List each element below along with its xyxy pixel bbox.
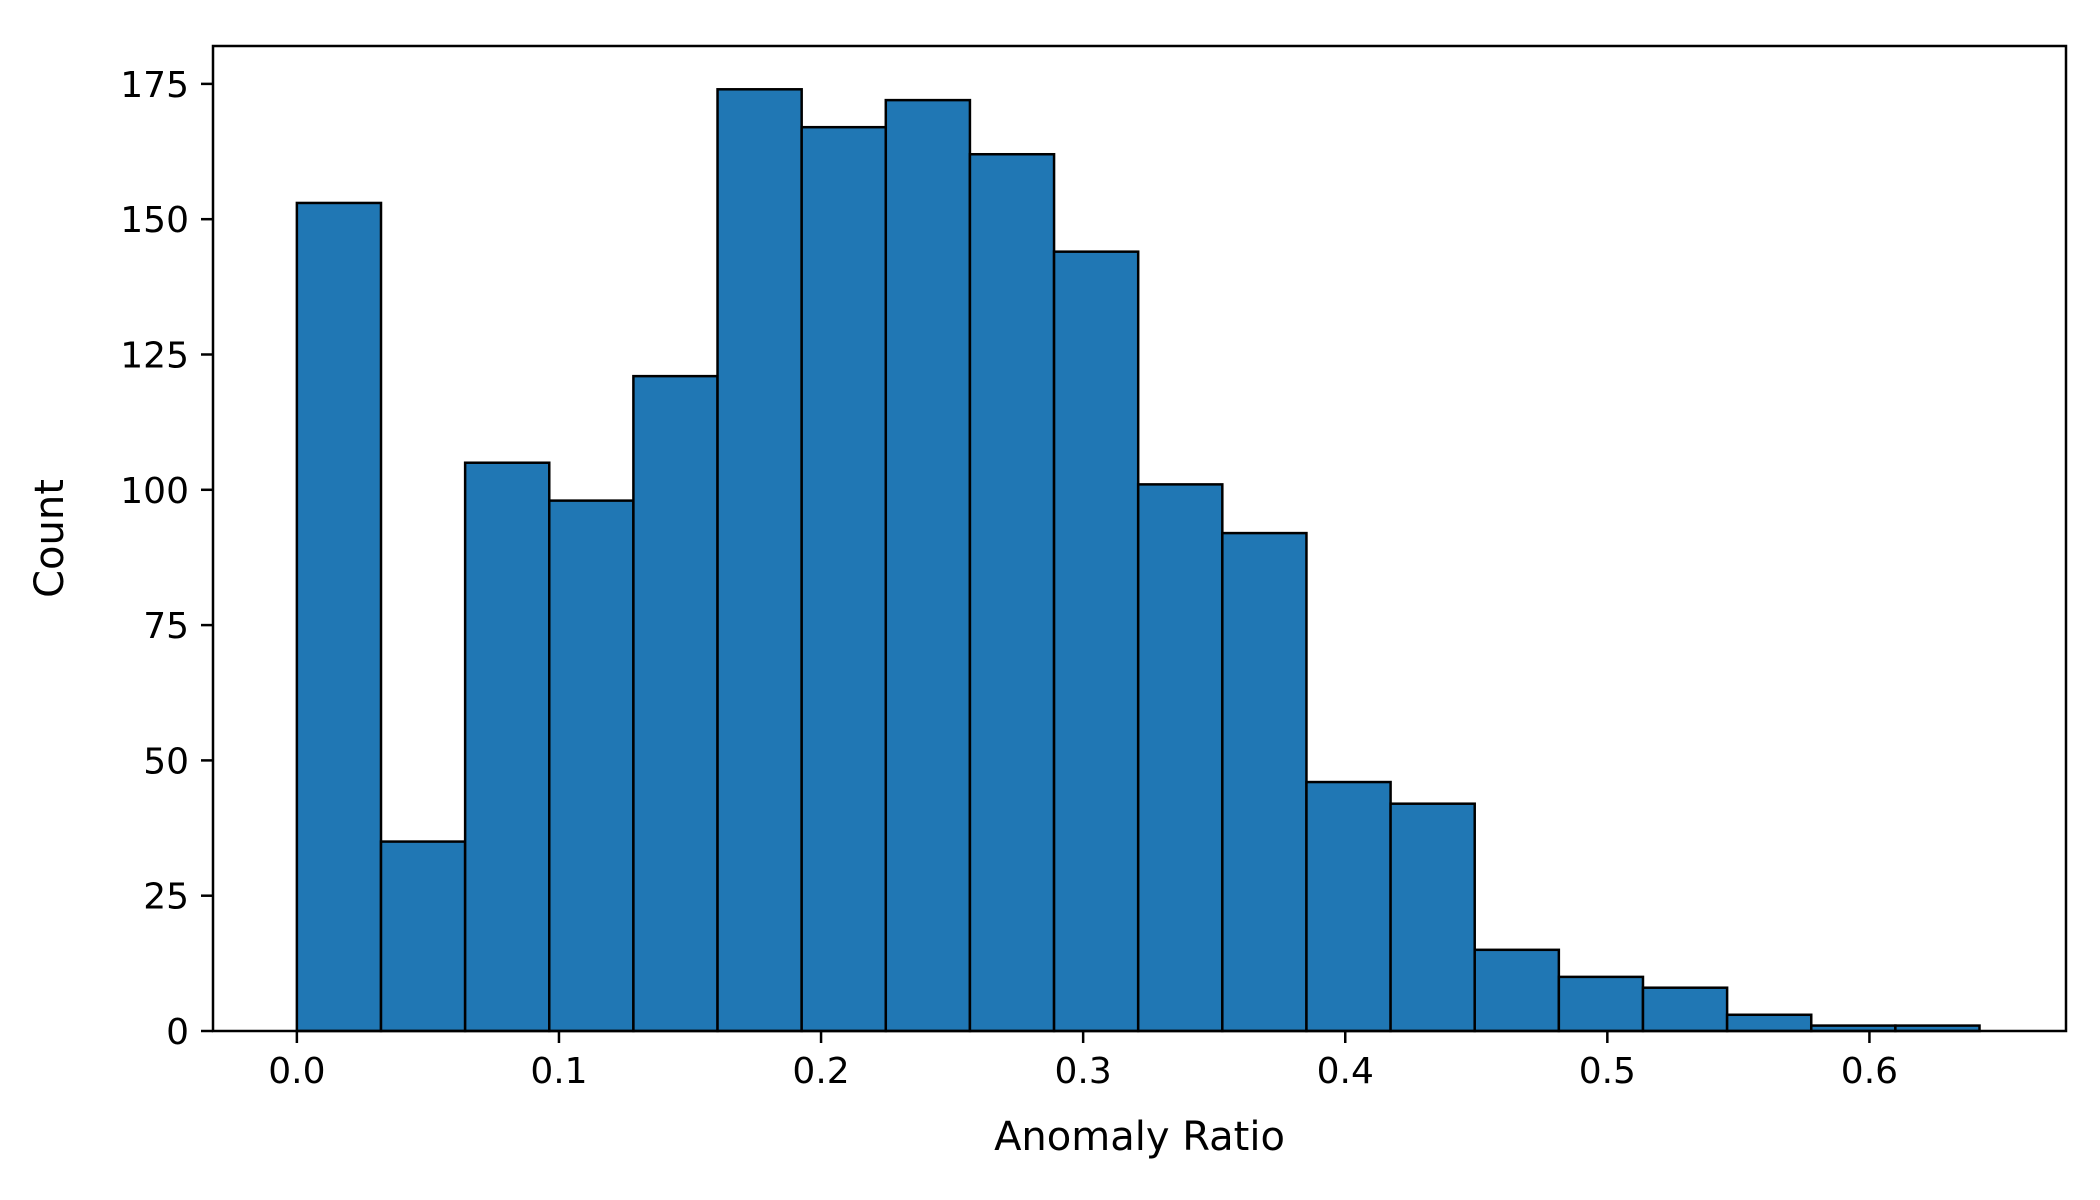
histogram-bar <box>1136 483 1224 1033</box>
histogram-bar <box>379 840 467 1033</box>
histogram-bar <box>716 88 803 1033</box>
x-tick-label: 0.0 <box>268 1051 325 1092</box>
histogram-bar <box>1221 531 1308 1033</box>
x-axis-label: Anomaly Ratio <box>994 1114 1285 1160</box>
histogram-bar <box>1305 780 1392 1033</box>
x-tick-label: 0.2 <box>792 1051 849 1092</box>
y-axis-label: Count <box>27 479 73 598</box>
x-tick-label: 0.4 <box>1317 1051 1374 1092</box>
x-tick-label: 0.6 <box>1841 1051 1898 1092</box>
histogram-bar <box>548 499 635 1033</box>
x-axis-ticks: 0.0 0.1 0.2 0.3 0.4 0.5 0.6 <box>268 1031 1898 1092</box>
histogram-bar <box>1473 948 1561 1033</box>
x-tick-label: 0.5 <box>1579 1051 1636 1092</box>
y-tick-label: 150 <box>120 200 189 241</box>
y-tick-label: 50 <box>143 741 189 782</box>
y-tick-label: 25 <box>143 877 189 918</box>
histogram-bar <box>1052 250 1140 1033</box>
y-tick-label: 75 <box>143 606 189 647</box>
histogram-bars <box>295 88 1981 1033</box>
histogram-bar <box>1641 986 1729 1033</box>
y-tick-label: 175 <box>120 65 189 106</box>
histogram-bar <box>1389 802 1476 1033</box>
histogram-bar <box>968 152 1056 1033</box>
histogram-bar <box>295 201 383 1033</box>
histogram-bar <box>1557 975 1645 1033</box>
y-tick-label: 125 <box>120 335 189 376</box>
x-tick-label: 0.3 <box>1055 1051 1112 1092</box>
plot-area-frame <box>211 44 2068 1033</box>
histogram-bar <box>463 461 551 1033</box>
histogram-bar <box>632 374 719 1033</box>
histogram-bar <box>1725 1013 1813 1033</box>
histogram-bar <box>884 98 972 1033</box>
y-axis-ticks: 0 25 50 75 100 125 150 175 <box>120 65 213 1053</box>
histogram-bar <box>800 125 888 1033</box>
y-tick-label: 0 <box>166 1012 189 1053</box>
y-tick-label: 100 <box>120 471 189 512</box>
x-tick-label: 0.1 <box>530 1051 587 1092</box>
